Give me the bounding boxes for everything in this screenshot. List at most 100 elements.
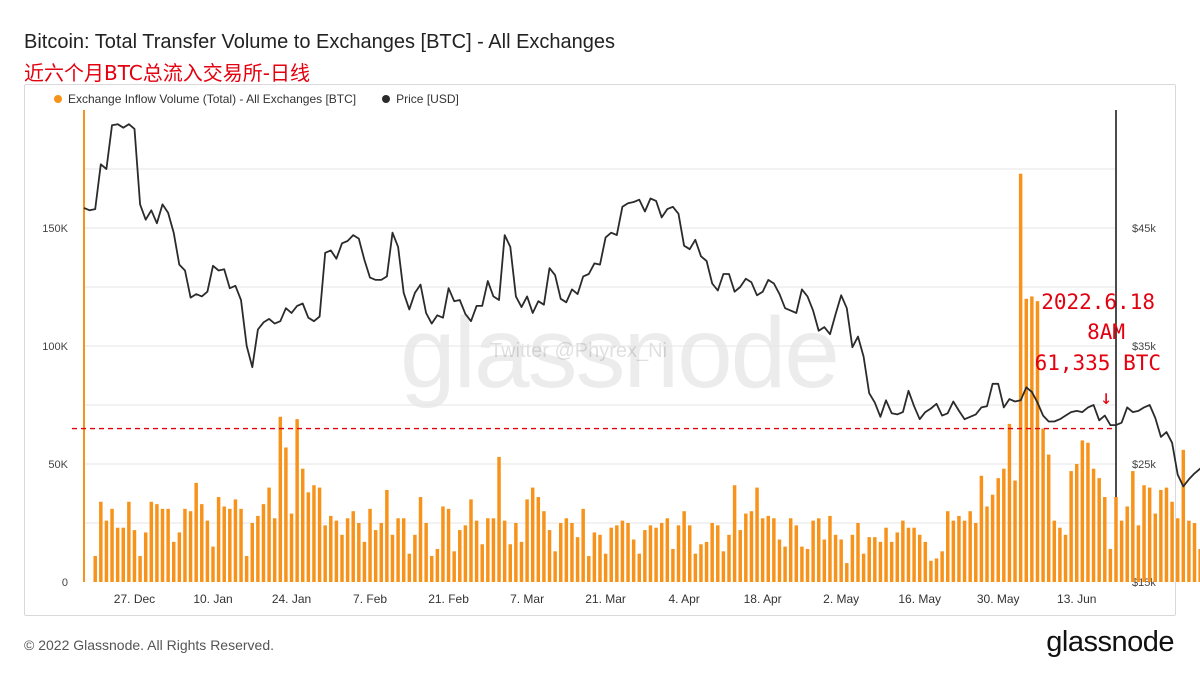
inflow-bar (261, 504, 266, 582)
inflow-bar (637, 553, 641, 582)
inflow-bar (233, 499, 238, 582)
inflow-bar (738, 530, 742, 582)
x-tick-label: 13. Jun (1057, 592, 1096, 606)
inflow-bar (654, 527, 658, 582)
annotation-arrow: ↓ (1099, 385, 1113, 409)
inflow-bar (575, 537, 580, 582)
inflow-bar (267, 487, 271, 582)
inflow-bar (228, 508, 232, 582)
inflow-bar (1046, 454, 1051, 582)
inflow-bar (990, 494, 995, 582)
inflow-bar (626, 523, 630, 582)
inflow-bar (861, 553, 866, 582)
inflow-bar (867, 537, 871, 582)
inflow-bar (183, 508, 187, 582)
inflow-bar (688, 525, 692, 582)
inflow-bar (317, 487, 322, 582)
inflow-bar (962, 520, 967, 582)
inflow-bar (542, 511, 546, 582)
inflow-bar (794, 525, 799, 582)
glassnode-logo: glassnode (1046, 626, 1174, 658)
inflow-bar (744, 513, 748, 582)
inflow-bar (295, 419, 299, 582)
y-left-tick-label: 50K (48, 459, 68, 471)
chart-title: Bitcoin: Total Transfer Volume to Exchan… (24, 31, 616, 53)
inflow-bar (839, 539, 843, 582)
inflow-bar (452, 551, 456, 582)
x-tick-label: 30. May (977, 592, 1020, 606)
y-right-tick-label: $35k (1132, 341, 1156, 353)
inflow-bar (772, 518, 776, 582)
x-tick-label: 10. Jan (193, 592, 232, 606)
inflow-bar (474, 520, 479, 582)
inflow-bar (1069, 471, 1073, 582)
inflow-bar (732, 485, 737, 582)
y-left-tick-label: 100K (42, 341, 68, 353)
inflow-bar (205, 520, 210, 582)
legend-item-inflow[interactable]: Exchange Inflow Volume (Total) - All Exc… (54, 92, 356, 106)
x-tick-label: 4. Apr (668, 592, 699, 606)
x-tick-label: 7. Mar (510, 592, 544, 606)
inflow-bar (1091, 468, 1096, 582)
inflow-bar (671, 548, 675, 582)
copyright: © 2022 Glassnode. All Rights Reserved. (24, 637, 275, 653)
inflow-bar (1192, 523, 1197, 582)
annotation-value: 61,335 BTC (1034, 351, 1161, 375)
inflow-bar (974, 523, 978, 582)
inflow-bar (901, 520, 905, 582)
inflow-bar (598, 534, 602, 582)
inflow-bar (301, 468, 305, 582)
inflow-bar (1013, 480, 1017, 582)
inflow-bar (272, 518, 277, 582)
inflow-bar (250, 523, 254, 582)
y-left-tick-label: 150K (42, 223, 68, 235)
inflow-bar (1170, 501, 1174, 582)
inflow-bar (1119, 520, 1124, 582)
inflow-bar (828, 515, 832, 582)
inflow-bar (1007, 423, 1012, 582)
inflow-bar (1114, 497, 1118, 582)
inflow-bar (1159, 489, 1163, 582)
inflow-bar (1131, 471, 1135, 582)
inflow-bar (514, 523, 518, 582)
inflow-bar (676, 525, 681, 582)
inflow-bar (1198, 548, 1200, 582)
inflow-bar (559, 523, 563, 582)
inflow-bar (469, 499, 473, 582)
x-tick-label: 2. May (823, 592, 859, 606)
inflow-bar (1035, 301, 1040, 582)
inflow-bar (284, 447, 288, 582)
inflow-bar (710, 523, 714, 582)
x-tick-label: 27. Dec (114, 592, 155, 606)
inflow-bar (811, 520, 815, 582)
legend-item-price[interactable]: Price [USD] (382, 92, 459, 106)
inflow-bar (306, 492, 311, 582)
y-left-tick-label: 0 (62, 577, 68, 589)
legend-price-label: Price [USD] (396, 92, 459, 106)
inflow-bar (435, 548, 440, 582)
inflow-bar (441, 506, 445, 582)
x-tick-label: 21. Mar (585, 592, 626, 606)
price-line (83, 123, 1200, 488)
inflow-bar (1024, 298, 1028, 582)
inflow-bar (424, 523, 428, 582)
inflow-bar (957, 515, 961, 582)
inflow-bar (581, 508, 585, 582)
inflow-bar (923, 541, 928, 582)
inflow-bar (390, 534, 395, 582)
inflow-bar (603, 553, 608, 582)
inflow-bar (401, 518, 406, 582)
inflow-bar (721, 551, 726, 582)
inflow-bar (188, 511, 193, 582)
chart-subtitle: 近六个月BTC总流入交易所-日线 (24, 61, 310, 85)
inflow-bar (385, 489, 389, 582)
inflow-bar (525, 499, 529, 582)
inflow-bar (530, 487, 535, 582)
inflow-bar (497, 456, 501, 582)
inflow-bar (895, 532, 899, 582)
inflow-bar (631, 539, 636, 582)
inflow-bar (951, 520, 956, 582)
inflow-bar (373, 530, 378, 582)
inflow-bar (244, 556, 249, 582)
inflow-bar (480, 544, 484, 582)
